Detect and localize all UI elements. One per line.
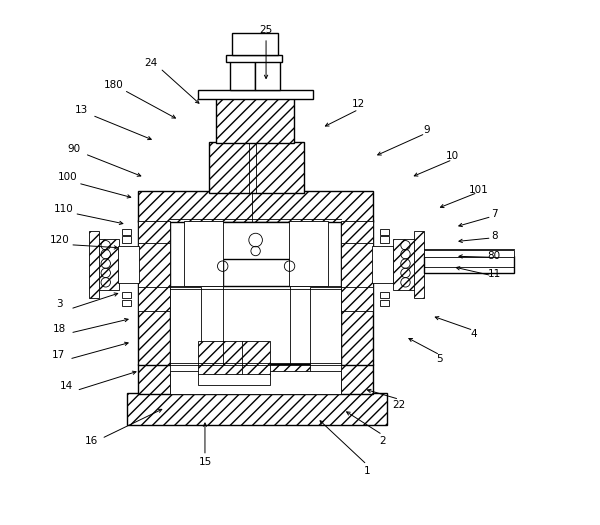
Bar bbox=[223, 259, 290, 286]
Bar bbox=[184, 220, 223, 286]
Bar bbox=[380, 228, 389, 235]
Bar bbox=[341, 287, 373, 311]
Bar bbox=[198, 374, 270, 385]
Bar bbox=[380, 292, 389, 298]
Bar bbox=[341, 220, 373, 365]
Bar bbox=[254, 61, 280, 90]
Text: 16: 16 bbox=[85, 436, 98, 446]
Bar bbox=[198, 341, 242, 375]
Text: 8: 8 bbox=[491, 232, 497, 242]
Text: 110: 110 bbox=[54, 204, 74, 214]
Bar bbox=[122, 228, 131, 235]
Text: 7: 7 bbox=[491, 209, 497, 219]
Text: 10: 10 bbox=[446, 152, 459, 162]
Text: 100: 100 bbox=[58, 172, 77, 182]
Text: 18: 18 bbox=[53, 324, 67, 334]
Bar bbox=[289, 220, 328, 286]
Text: 80: 80 bbox=[488, 251, 501, 261]
Bar bbox=[310, 287, 341, 394]
Bar bbox=[380, 236, 389, 243]
Bar bbox=[170, 371, 341, 394]
Bar bbox=[424, 250, 514, 257]
Bar bbox=[424, 256, 514, 273]
Bar bbox=[341, 220, 373, 243]
Bar bbox=[138, 242, 170, 288]
Text: 2: 2 bbox=[379, 436, 386, 446]
Bar bbox=[138, 220, 170, 243]
Text: 24: 24 bbox=[145, 58, 158, 68]
Text: 9: 9 bbox=[423, 125, 430, 135]
Text: 120: 120 bbox=[50, 235, 70, 245]
Bar bbox=[209, 142, 304, 193]
Bar bbox=[215, 222, 298, 260]
Bar bbox=[341, 242, 373, 288]
Bar bbox=[414, 231, 424, 298]
Bar bbox=[217, 98, 294, 143]
Bar bbox=[138, 220, 170, 365]
Bar bbox=[118, 246, 139, 284]
Text: 13: 13 bbox=[75, 105, 88, 115]
Bar bbox=[380, 300, 389, 306]
Bar bbox=[127, 393, 386, 425]
Bar bbox=[122, 292, 131, 298]
Bar bbox=[138, 192, 373, 222]
Bar bbox=[226, 55, 282, 62]
Text: 101: 101 bbox=[469, 185, 488, 195]
Bar bbox=[138, 364, 373, 394]
Text: 12: 12 bbox=[352, 99, 365, 109]
Text: 11: 11 bbox=[488, 269, 501, 279]
Text: 17: 17 bbox=[52, 350, 65, 360]
Bar bbox=[242, 341, 270, 375]
Bar bbox=[229, 61, 254, 90]
Bar bbox=[198, 90, 313, 99]
Text: 180: 180 bbox=[104, 80, 124, 90]
Text: 15: 15 bbox=[199, 457, 212, 467]
Text: 3: 3 bbox=[56, 299, 63, 309]
Text: 1: 1 bbox=[364, 466, 370, 476]
Text: 90: 90 bbox=[68, 144, 81, 154]
Bar bbox=[372, 246, 393, 284]
Text: 14: 14 bbox=[59, 381, 73, 391]
Text: 5: 5 bbox=[437, 354, 443, 364]
Text: 22: 22 bbox=[392, 400, 406, 410]
Bar bbox=[97, 239, 119, 290]
Bar bbox=[170, 287, 201, 394]
Bar bbox=[138, 287, 170, 311]
Bar bbox=[122, 300, 131, 306]
Bar bbox=[393, 239, 415, 290]
Text: 25: 25 bbox=[259, 25, 272, 35]
Bar bbox=[122, 236, 131, 243]
Text: 4: 4 bbox=[470, 329, 476, 339]
Bar bbox=[89, 231, 99, 298]
Bar bbox=[232, 33, 278, 55]
